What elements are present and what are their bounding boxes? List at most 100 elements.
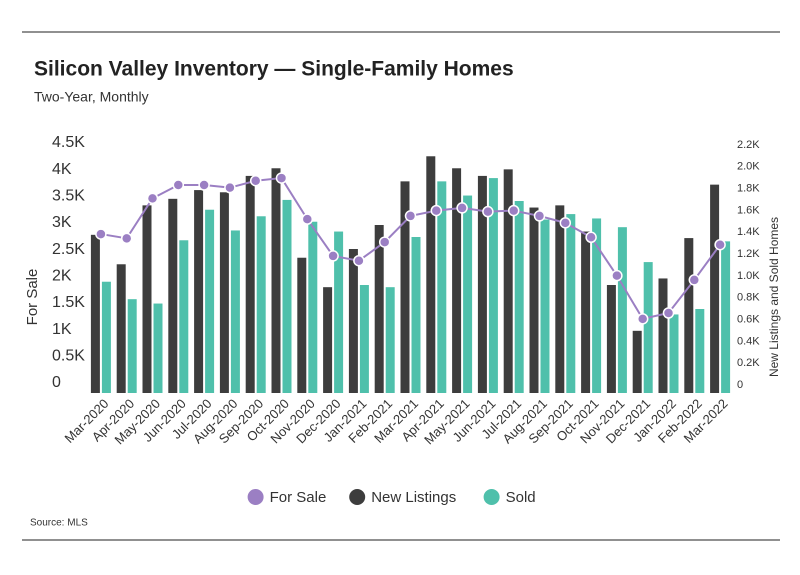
legend-swatch [247, 489, 264, 505]
y-axis-title: For Sale [24, 269, 41, 326]
bar [581, 231, 591, 393]
bar [514, 201, 524, 393]
y-tick-label: 2K [52, 268, 72, 285]
y2-tick-label: 2.0K [737, 161, 760, 173]
bar [606, 285, 616, 393]
y-tick-label: 2.5K [52, 241, 85, 258]
chart-title: Silicon Valley Inventory — Single-Family… [34, 58, 514, 81]
line-point [120, 232, 133, 245]
line-point [301, 213, 314, 225]
bar [101, 281, 111, 393]
bar [334, 231, 344, 393]
line-point [611, 269, 623, 282]
y-tick-label: 3.5K [52, 188, 85, 205]
line-point [533, 210, 546, 222]
bar [437, 181, 447, 393]
bar [400, 181, 410, 393]
bar [540, 219, 550, 393]
y2-tick-label: 1.8K [737, 183, 760, 195]
y2-tick-label: 1.6K [737, 204, 760, 216]
bar [282, 199, 292, 393]
bar [488, 178, 498, 393]
y2-tick-label: 0.4K [737, 335, 760, 347]
line-point [327, 250, 339, 262]
bar [426, 156, 436, 393]
bar [90, 234, 100, 393]
y-tick-label: 0 [52, 374, 61, 391]
line [100, 177, 721, 321]
bar [219, 192, 229, 393]
line-point [172, 179, 185, 191]
y2-tick-label: 0.2K [737, 357, 760, 369]
bar [323, 287, 333, 393]
bar [385, 287, 395, 393]
bar [168, 198, 178, 393]
bar [179, 240, 189, 393]
y2-axis-title: New Listings and Sold Homes [767, 217, 781, 377]
bar [256, 216, 266, 393]
bar [710, 184, 720, 393]
y2-tick-label: 0.6K [737, 313, 760, 325]
bar [271, 168, 281, 393]
line-point [224, 181, 236, 194]
legend-swatch [349, 489, 366, 505]
bar [348, 249, 358, 393]
line-point [662, 307, 675, 319]
line-point [198, 179, 210, 191]
bar [695, 309, 705, 393]
legend-label: Sold [506, 489, 536, 506]
line-point [559, 217, 572, 229]
bar [592, 218, 602, 393]
source-note: Source: MLS [30, 518, 88, 529]
line-point [378, 236, 391, 248]
line-point [404, 210, 417, 222]
y-tick-label: 0.5K [52, 348, 85, 365]
bar [230, 230, 240, 393]
y2-tick-label: 1.4K [737, 226, 760, 238]
bar [643, 262, 653, 393]
bar [308, 221, 318, 393]
legend-label: New Listings [371, 489, 456, 506]
bar [142, 205, 152, 393]
y-tick-label: 1.5K [52, 294, 85, 311]
line-point [482, 205, 494, 218]
bar [452, 168, 462, 393]
bar [684, 238, 694, 393]
bar [374, 225, 384, 393]
bar [463, 195, 473, 393]
line-point [353, 254, 365, 267]
line-point [95, 228, 107, 240]
bar [127, 299, 137, 393]
line-point [249, 174, 262, 187]
y2-tick-label: 0.8K [737, 292, 760, 304]
bar [566, 214, 576, 393]
line-point [507, 204, 520, 217]
bar [669, 314, 679, 393]
bar [411, 237, 421, 393]
y-tick-label: 4K [52, 161, 72, 178]
bar [194, 190, 204, 393]
bar [116, 264, 126, 393]
y-tick-label: 4.5K [52, 134, 85, 151]
bar [297, 257, 307, 393]
bar [632, 330, 642, 393]
bar [529, 207, 539, 393]
y-tick-label: 1K [52, 321, 72, 338]
line-point [688, 274, 701, 286]
bar [658, 278, 668, 393]
line-point [585, 231, 597, 244]
chart-subtitle: Two-Year, Monthly [34, 89, 149, 105]
y2-tick-label: 1.2K [737, 248, 760, 260]
y2-tick-label: 2.2K [737, 139, 760, 151]
legend-swatch [483, 489, 500, 505]
y2-tick-label: 0 [737, 379, 743, 391]
bar [359, 285, 369, 393]
bar [245, 175, 255, 393]
bar [503, 169, 513, 393]
line-point [275, 172, 288, 184]
line-point [456, 202, 468, 214]
y-tick-label: 3K [52, 214, 72, 231]
line-point [430, 204, 443, 217]
bar [555, 205, 565, 393]
